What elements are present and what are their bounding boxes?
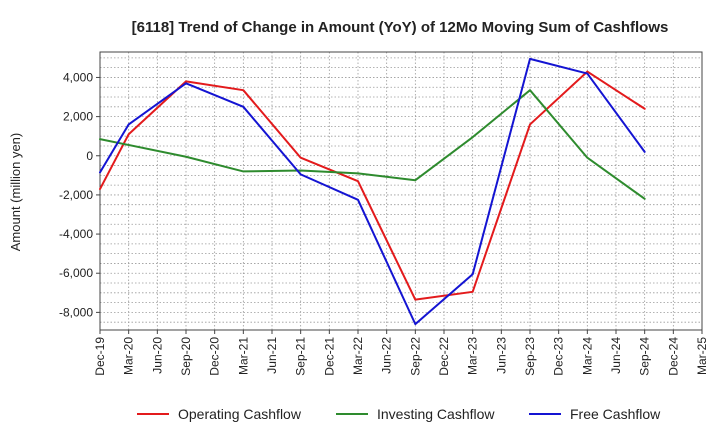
x-tick-label: Sep-23 bbox=[523, 337, 537, 376]
x-ticks: Dec-19 Mar-20 Jun-20 Sep-20 Dec-20 Mar-21 Jun-… bbox=[93, 330, 709, 376]
x-tick-label: Sep-20 bbox=[179, 337, 193, 376]
x-tick-label: Mar-21 bbox=[236, 337, 250, 375]
x-tick-label: Sep-22 bbox=[408, 337, 422, 376]
x-tick-label: Mar-23 bbox=[466, 337, 480, 375]
x-tick-label: Mar-22 bbox=[351, 337, 365, 375]
y-tick-label: 2,000 bbox=[63, 110, 93, 124]
plot-background bbox=[100, 52, 702, 330]
x-tick-label: Mar-25 bbox=[695, 337, 709, 375]
x-tick-label: Jun-23 bbox=[494, 337, 508, 374]
legend-label-investing-cashflow: Investing Cashflow bbox=[377, 406, 495, 422]
x-tick-label: Dec-23 bbox=[552, 337, 566, 376]
y-tick-label: 0 bbox=[86, 149, 93, 163]
series-layer bbox=[99, 57, 646, 326]
x-tick-label: Sep-21 bbox=[294, 337, 308, 376]
y-tick-label: -4,000 bbox=[59, 227, 93, 241]
y-tick-label: -8,000 bbox=[59, 305, 93, 319]
x-tick-label: Dec-22 bbox=[437, 337, 451, 376]
x-tick-label: Jun-24 bbox=[609, 337, 623, 374]
grid-layer bbox=[99, 52, 703, 330]
x-tick-label: Dec-19 bbox=[93, 337, 107, 376]
chart-title: [6118] Trend of Change in Amount (YoY) o… bbox=[132, 19, 669, 36]
legend-label-free-cashflow: Free Cashflow bbox=[570, 406, 661, 422]
x-tick-label: Sep-24 bbox=[638, 337, 652, 376]
free-cashflow-line bbox=[99, 57, 646, 326]
plot-frame bbox=[99, 51, 703, 331]
x-tick-label: Dec-24 bbox=[666, 337, 680, 376]
operating-cashflow-line bbox=[99, 70, 646, 301]
x-tick-label: Jun-20 bbox=[150, 337, 164, 374]
y-tick-label: -2,000 bbox=[59, 188, 93, 202]
x-tick-label: Mar-20 bbox=[122, 337, 136, 375]
x-tick-label: Jun-21 bbox=[265, 337, 279, 374]
y-tick-label: -6,000 bbox=[59, 266, 93, 280]
y-tick-label: 4,000 bbox=[63, 70, 93, 84]
x-tick-label: Mar-24 bbox=[580, 337, 594, 375]
x-tick-label: Dec-21 bbox=[322, 337, 336, 376]
y-axis-label: Amount (million yen) bbox=[8, 133, 23, 252]
x-tick-label: Jun-22 bbox=[380, 337, 394, 374]
legend-label-operating-cashflow: Operating Cashflow bbox=[178, 406, 302, 422]
investing-cashflow-line bbox=[99, 89, 646, 200]
y-ticks: 4,000 2,000 0 -2,000 -4,000 -6,000 -8,000 bbox=[59, 70, 100, 319]
x-tick-label: Dec-20 bbox=[208, 337, 222, 376]
legend: Operating Cashflow Investing Cashflow Free… bbox=[137, 406, 661, 422]
plot-border bbox=[99, 51, 703, 331]
